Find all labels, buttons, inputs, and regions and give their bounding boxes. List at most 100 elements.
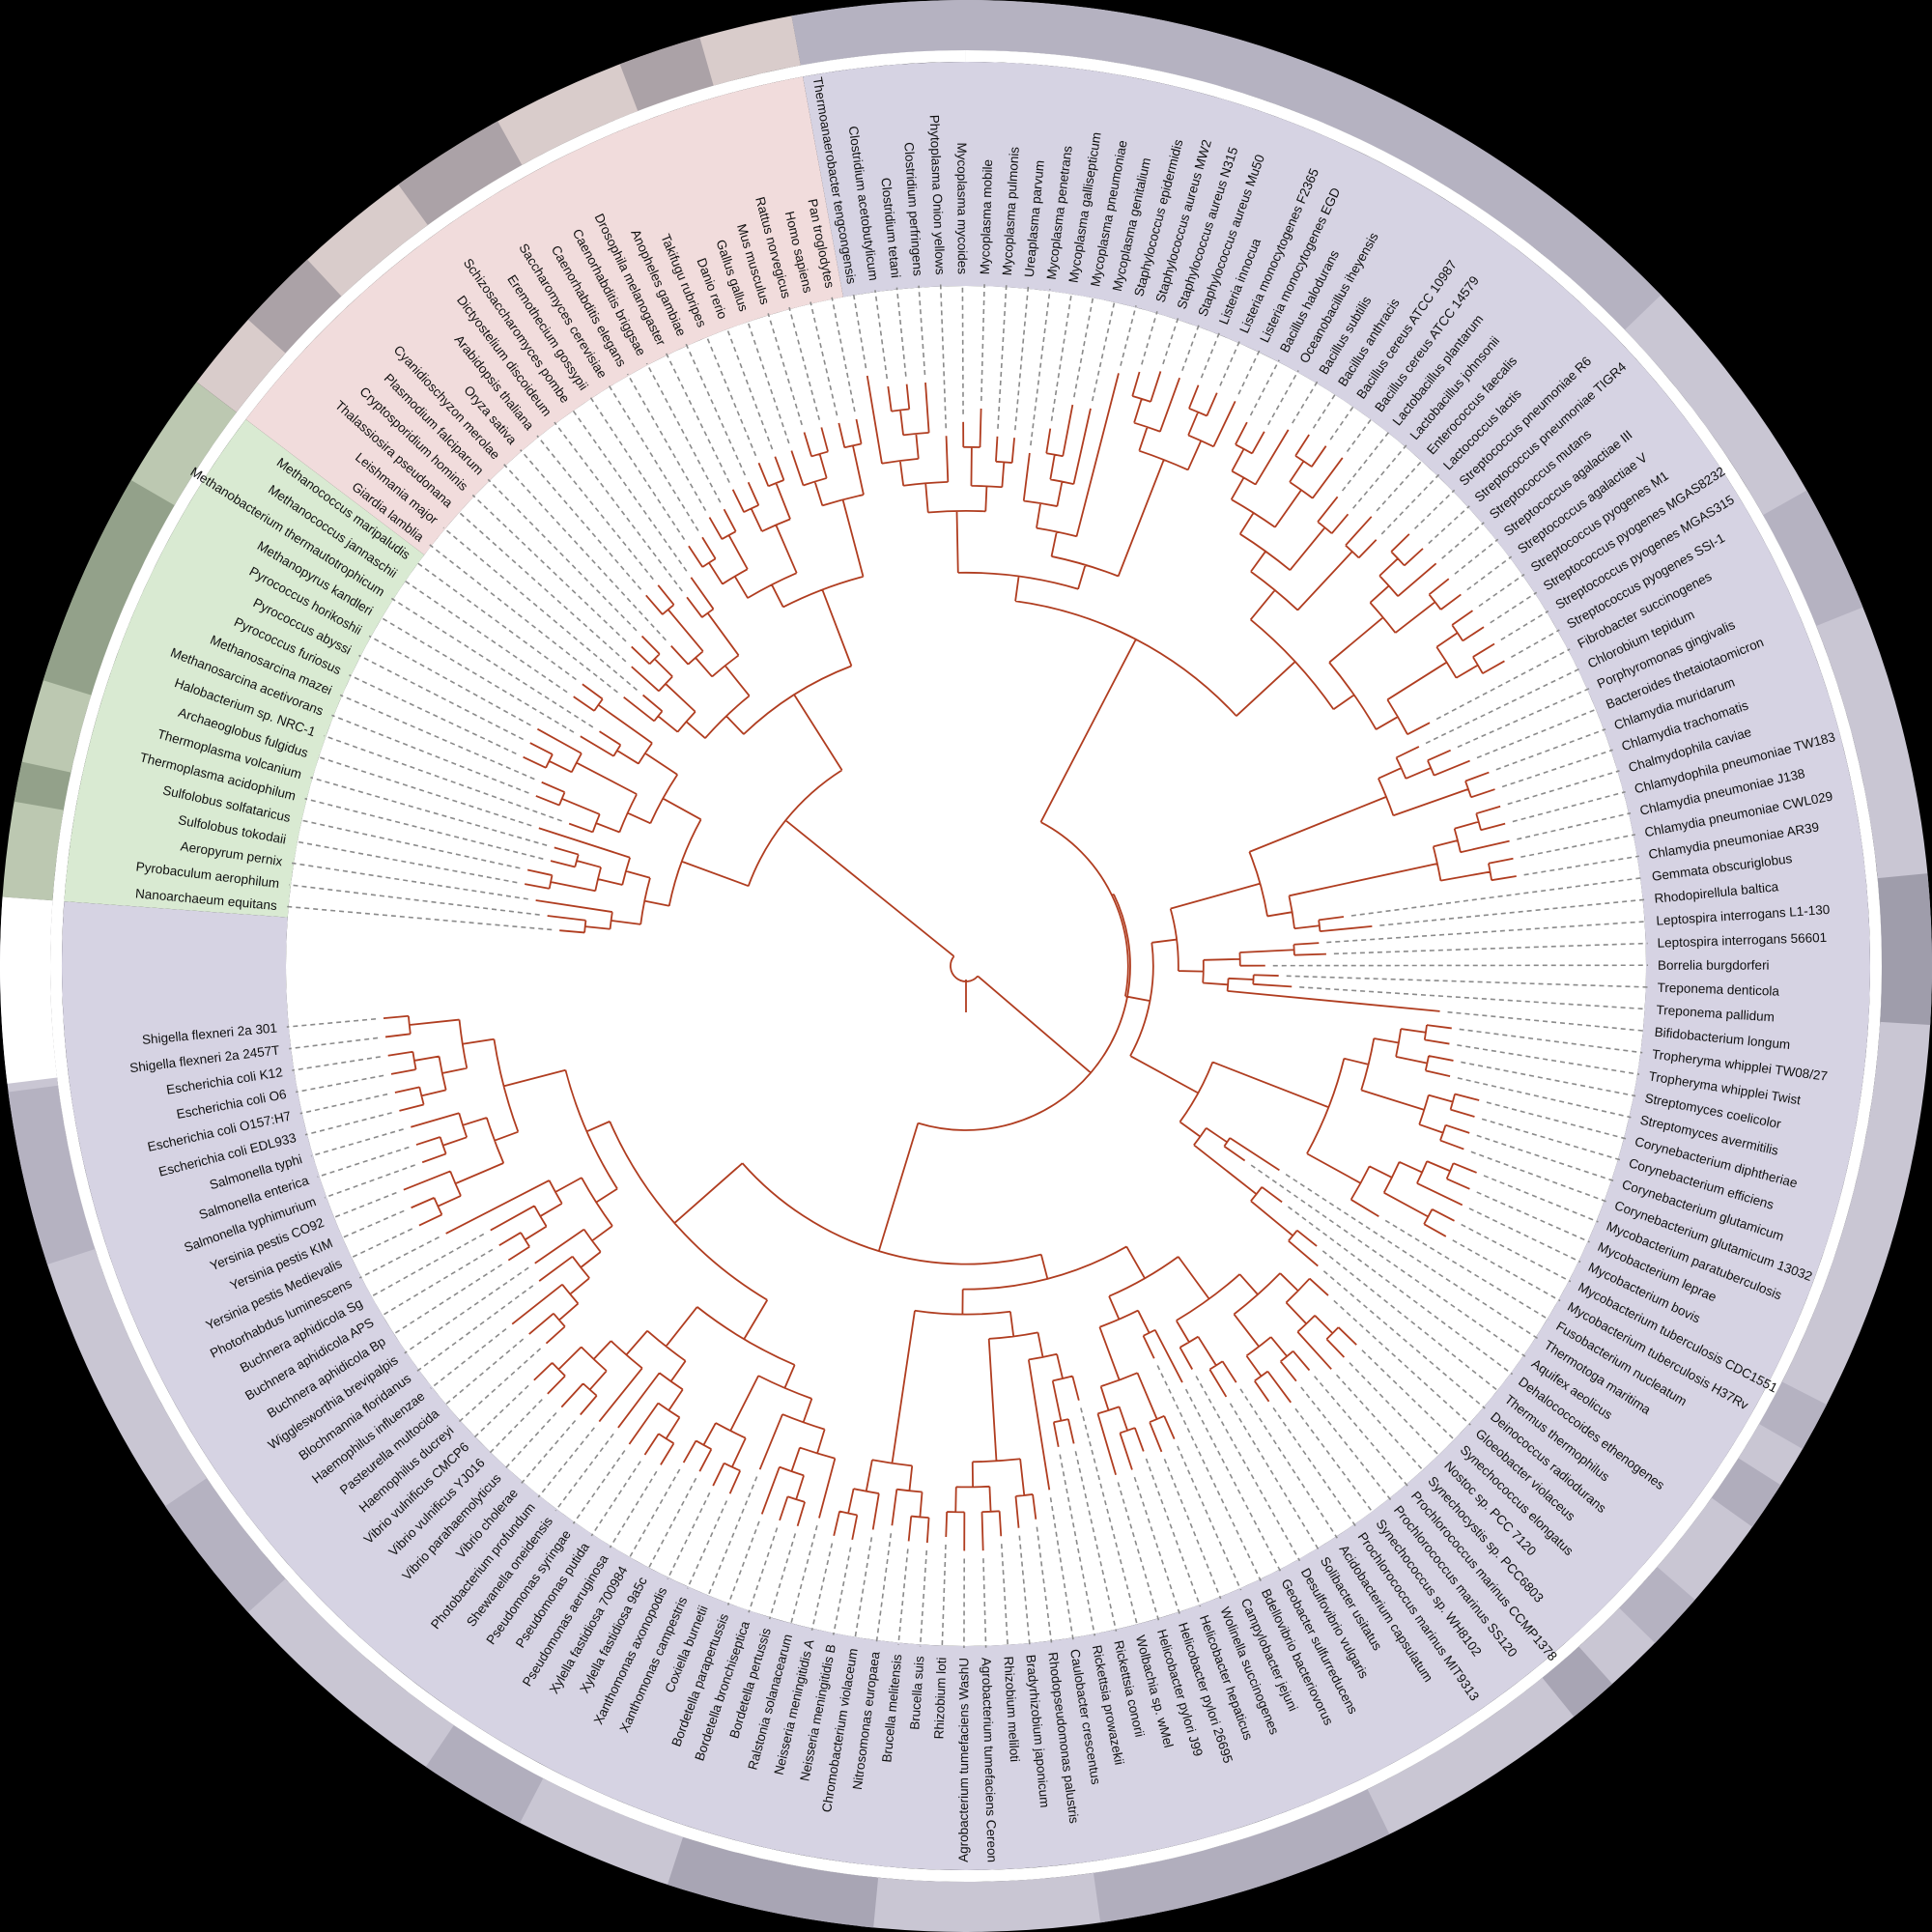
leaf-leader [296,1074,384,1094]
leaf-leader [997,285,1008,429]
leaf-leader [725,327,774,450]
leaf-leader [768,1533,797,1620]
leaf-leader [317,1146,410,1179]
leaf-label: Phytoplasma Onion yellows [927,114,948,275]
leaf-leader [1288,1206,1514,1376]
leaf-leader [288,884,540,916]
leaf-leader [295,840,518,884]
leaf-leader [554,421,683,592]
leaf-leader [1481,1118,1621,1161]
leaf-leader [1272,1406,1356,1527]
ring-segment [619,37,714,111]
leaf-leader [1428,505,1470,545]
leaf-leader [537,1427,595,1498]
leaf-leader [1346,417,1373,452]
ring-segment [0,896,58,1084]
leaf-leader [1250,1164,1526,1357]
leaf-leader [705,334,757,457]
leaf-leader [1326,921,1647,944]
leaf-leader [1349,1362,1441,1458]
ring-segment [1711,1458,1781,1527]
leaf-leader [626,373,707,511]
leaf-label: Mycoplasma mycoides [954,142,970,274]
leaf-leader [1483,1175,1599,1223]
leaf-leader [536,435,654,581]
leaf-leader [1461,1061,1636,1097]
leaf-leader [645,362,722,503]
leaf-leader [391,1264,503,1336]
leaf-leader [1080,1407,1139,1627]
leaf-leader [442,526,638,691]
leaf-label: Treponema denticola [1657,980,1779,999]
leaf-leader [1239,1388,1338,1539]
leaf-leader [331,1191,397,1219]
leaf-leader [471,494,627,642]
leaf-leader [982,1558,987,1648]
ring-segment [247,259,342,354]
leaf-leader [1312,392,1337,429]
leaf-leader [1049,1497,1074,1640]
leaf-leader [1435,648,1571,721]
leaf-leader [1457,1044,1640,1075]
leaf-leader [895,287,907,377]
leaf-leader [1379,898,1645,926]
leaf-leader [1177,1445,1242,1591]
sector-eukaryota [245,76,843,555]
leaf-leader [874,290,889,380]
leaf-leader [1285,1174,1538,1340]
leaf-leader [1117,1482,1160,1621]
domain-sectors [62,62,1871,1871]
leaf-leader [1322,1270,1486,1409]
ring-segment [1758,1381,1828,1449]
inner-disc [286,286,1646,1646]
leaf-leader [1120,305,1137,366]
leaf-leader [324,734,562,822]
leaf-leader [1267,370,1299,426]
leaf-leader [1133,1476,1180,1614]
leaf-leader [589,396,686,541]
leaf-leader [746,320,790,444]
leaf-label: Mycoplasma mobile [978,159,995,275]
leaf-leader [324,1164,415,1199]
leaf-leader [1495,728,1606,771]
leaf-leader [1457,688,1590,749]
leaf-leader [1476,1191,1590,1243]
leaf-leader [961,284,964,414]
leaf-leader [289,1037,379,1050]
leaf-leader [1141,311,1158,365]
leaf-leader [1059,1454,1096,1636]
leaf-label: Borrelia burgdorferi [1658,958,1770,973]
ring-segment [1093,1789,1390,1923]
leaf-leader [1447,1010,1645,1032]
ring-segment [1763,490,1863,626]
leaf-leader [788,306,821,420]
leaf-leader [430,1327,507,1389]
leaf-leader [1299,986,1647,1010]
leaf-leader [520,449,642,590]
leaf-leader [349,1228,413,1260]
leaf-leader [706,1476,758,1598]
tree-branches [383,371,1517,1551]
leaf-leader [919,1549,928,1647]
leaf-leader [1478,573,1525,608]
leaf-leader [1163,1458,1222,1600]
leaf-leader [286,1018,377,1028]
leaf-leader [1341,431,1390,492]
leaf-leader-lines [286,284,1649,1649]
leaf-leader [1145,1458,1202,1607]
leaf-leader [487,478,638,632]
leaf-leader [810,1543,834,1631]
leaf-leader [852,293,867,369]
leaf-leader [918,285,926,376]
leaf-leader [1074,1451,1118,1632]
leaf-leader [980,284,985,401]
leaf-leader [504,1411,557,1469]
ring-segment [1619,1566,1695,1643]
leaf-leader [1466,555,1513,591]
leaf-leader [304,797,544,860]
leaf-leader [1441,522,1485,559]
leaf-leader [403,579,568,694]
leaf-leader [1314,1376,1408,1487]
leaf-leader [1350,876,1643,917]
